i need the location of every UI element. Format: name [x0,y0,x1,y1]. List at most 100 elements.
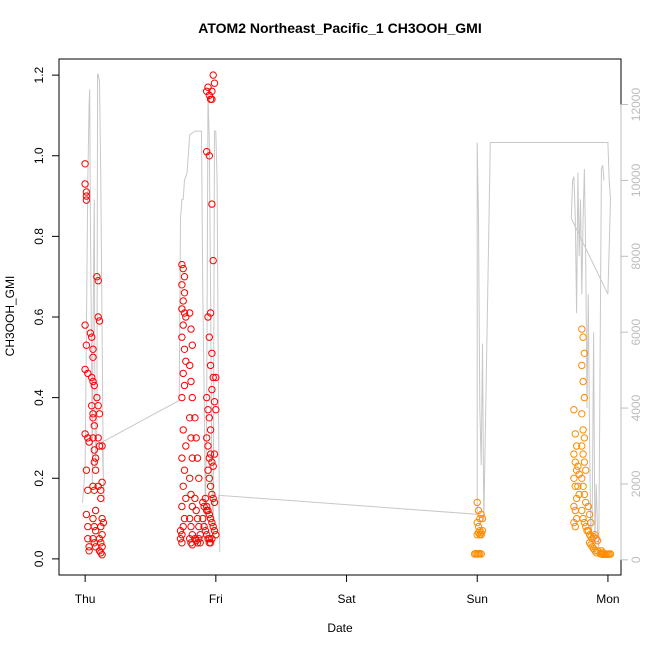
data-point [203,531,211,539]
data-point [205,333,214,341]
data-point [188,502,197,511]
data-point [578,410,586,418]
data-point [208,349,216,357]
data-point [209,373,217,382]
data-point [182,357,190,365]
y-tick-label: 0.6 [32,308,46,325]
data-point [199,514,207,523]
data-point [97,539,105,547]
data-point [578,506,586,515]
data-point [606,550,615,558]
data-point [94,313,102,321]
data-point [187,490,195,499]
x-tick-label: Thu [75,592,96,606]
data-point [187,377,195,386]
data-point [205,152,214,160]
data-point [205,91,214,100]
data-point [203,434,211,442]
data-point [206,539,215,547]
data-point [200,502,208,511]
data-point [99,518,108,527]
data-point [89,514,97,523]
data-point [176,535,185,543]
data-point [209,462,217,470]
data-point [199,498,207,507]
data-point [582,466,590,474]
data-point [90,381,99,390]
data-point [580,518,589,527]
data-point [179,369,187,378]
data-point [579,333,587,341]
data-point [474,529,483,537]
data-point [97,522,105,531]
y2-tick-label: 10000 [629,163,643,197]
data-point [191,494,199,503]
data-point [97,494,105,503]
data-point [476,514,484,523]
data-point [470,550,479,558]
data-point [201,527,210,535]
data-point [476,531,484,539]
data-point [93,393,101,402]
data-point [180,345,189,353]
data-point [206,450,215,458]
y2-tick-label: 12000 [629,88,643,122]
data-point [93,273,101,281]
data-point [570,518,578,527]
data-point [178,454,186,462]
data-point [474,522,483,531]
data-point [578,474,586,482]
data-point [578,325,586,333]
data-point [85,438,93,446]
y2-tick-label: 8000 [629,243,643,270]
data-point [212,373,220,382]
data-point [82,192,91,200]
data-point [206,514,215,523]
data-point [180,289,189,297]
data-point [188,393,197,402]
data-point [81,160,89,168]
data-point [210,79,219,87]
data-point [477,529,485,537]
y-tick-label: 0.2 [32,470,46,487]
data-point [180,273,189,281]
y-axis-right: 0 2000 4000 6000 8000 10000 12000 [620,88,643,563]
data-point [178,281,186,289]
data-point [84,522,92,531]
data-point [582,498,590,507]
data-point [571,506,579,515]
data-point [570,406,578,414]
data-point [178,502,186,511]
data-point [88,373,96,382]
data-points-layer [81,71,615,559]
data-point [578,442,586,450]
data-point [205,474,214,482]
data-point [81,180,89,188]
data-point [585,531,594,539]
data-point [210,527,219,535]
data-point [580,490,589,499]
data-point [178,539,186,547]
data-point [593,537,602,545]
data-point [575,470,583,478]
data-point [572,466,581,474]
data-point [208,535,216,543]
y-tick-label: 1.2 [32,66,46,83]
data-point [86,329,95,337]
data-point [98,551,106,559]
data-point [90,446,99,454]
data-point [592,535,600,543]
data-point [178,393,186,402]
data-point [597,547,606,555]
data-point [186,309,194,317]
y2-tick-label: 6000 [629,319,643,346]
data-point [196,539,204,547]
data-point [82,341,91,349]
data-point [182,442,190,450]
data-point [82,196,91,204]
data-point [98,531,106,539]
data-point [571,430,579,438]
data-point [89,434,97,442]
data-point [84,369,92,378]
